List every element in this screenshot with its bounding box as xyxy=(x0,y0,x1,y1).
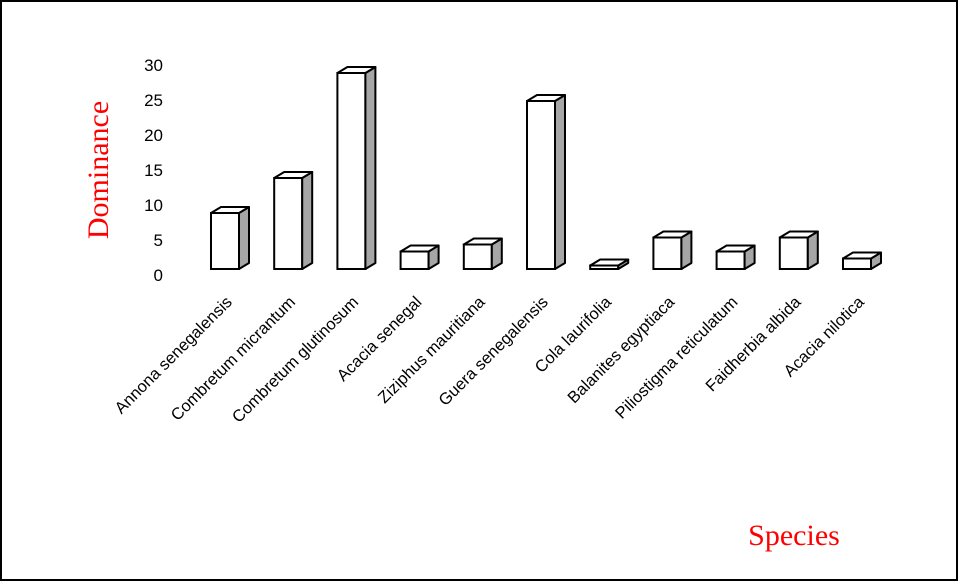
category-label: Guera senegalensis xyxy=(435,293,552,410)
y-tick-label: 30 xyxy=(144,56,163,75)
bar-top xyxy=(399,244,440,253)
x-axis-title: Species xyxy=(748,519,840,552)
y-tick-label: 15 xyxy=(144,161,163,180)
bar-top xyxy=(273,171,314,179)
bars xyxy=(210,66,882,270)
category-label: Annona senegalensis xyxy=(112,293,236,417)
bar xyxy=(210,206,250,270)
bar-front xyxy=(715,250,746,270)
y-axis-title: Dominance xyxy=(82,101,115,239)
bar-front xyxy=(652,236,683,270)
y-tick-label: 25 xyxy=(144,91,163,110)
y-tick-label: 10 xyxy=(144,196,163,215)
bar-side xyxy=(364,66,377,270)
category-label: Combretum glutinosum xyxy=(229,293,362,426)
y-tick-label: 0 xyxy=(154,266,163,285)
bar-top xyxy=(462,237,503,246)
bar xyxy=(273,171,314,270)
bar-top xyxy=(715,244,756,253)
bar-top xyxy=(652,230,693,239)
bar-front xyxy=(399,250,430,270)
bar-front xyxy=(462,243,493,270)
bar-front xyxy=(273,177,304,270)
bar-top xyxy=(526,94,566,102)
bar-front xyxy=(842,257,872,270)
category-label: Combretum micrantum xyxy=(168,293,299,424)
bar xyxy=(842,251,882,270)
bar xyxy=(715,244,756,270)
bar xyxy=(399,244,440,270)
bar-top xyxy=(210,206,250,214)
category-label: Piliostigma reticulatum xyxy=(612,293,741,422)
bar-top xyxy=(842,251,882,260)
bar xyxy=(778,230,819,270)
category-label: Balanites egyptiaca xyxy=(564,293,678,407)
category-label: Ziziphus mauritiana xyxy=(375,293,489,407)
bar-front xyxy=(210,212,240,270)
bar-front xyxy=(778,236,809,270)
bar-front xyxy=(336,72,367,270)
bar-side xyxy=(554,94,566,270)
bar xyxy=(589,258,630,270)
bar xyxy=(462,237,503,270)
bar-top xyxy=(589,258,630,267)
y-tick-label: 5 xyxy=(154,231,163,250)
bar xyxy=(336,66,377,270)
bar xyxy=(526,94,566,270)
y-tick-label: 20 xyxy=(144,126,163,145)
bar-front xyxy=(526,100,556,270)
bar-side xyxy=(238,206,250,270)
bar-top xyxy=(778,230,819,239)
bar-top xyxy=(336,66,377,74)
bar-side xyxy=(301,171,314,270)
bar xyxy=(652,230,693,270)
y-tick-labels: 0 5 10 15 20 25 30 xyxy=(144,56,163,285)
